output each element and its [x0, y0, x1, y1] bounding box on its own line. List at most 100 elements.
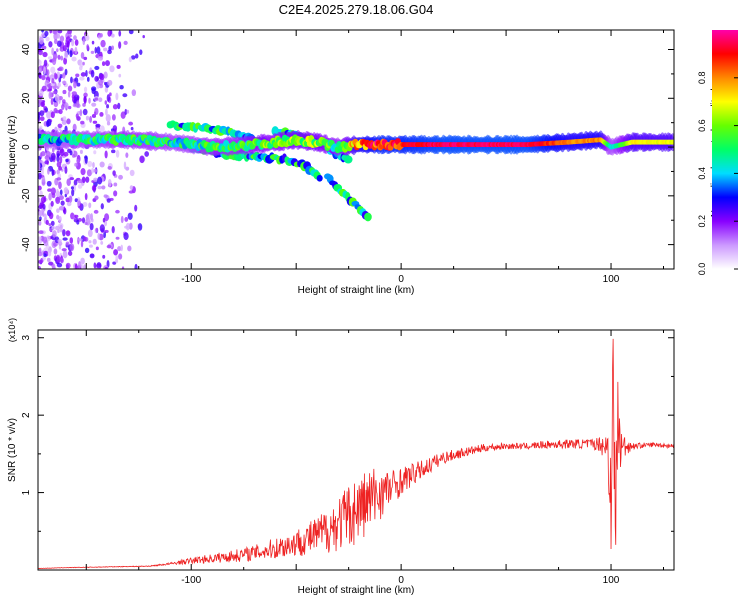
- speckle-mark: [52, 30, 57, 35]
- speckle-mark: [39, 116, 45, 122]
- speckle-mark: [84, 156, 88, 164]
- speckle-mark: [118, 73, 122, 78]
- speckle-mark: [123, 40, 128, 46]
- speckle-mark: [100, 203, 104, 210]
- speckle-mark: [48, 91, 52, 100]
- speckle-mark: [58, 241, 63, 246]
- speckle-mark: [93, 150, 97, 155]
- speckle-mark: [92, 162, 95, 169]
- speckle-mark: [106, 121, 111, 126]
- speckle-mark: [58, 95, 63, 101]
- branch-mark: [343, 155, 353, 164]
- speckle-mark: [50, 97, 54, 106]
- colorbar-gradient: [712, 30, 738, 269]
- speckle-mark: [125, 152, 129, 158]
- speckle-mark: [139, 49, 143, 55]
- speckle-mark: [50, 220, 55, 227]
- speckle-mark: [38, 90, 44, 97]
- speckle-mark: [128, 190, 134, 194]
- speckle-mark: [85, 115, 90, 121]
- speckle-mark: [111, 45, 115, 51]
- speckle-mark: [72, 154, 76, 158]
- speckle-mark: [84, 221, 88, 225]
- speckle-mark: [86, 44, 89, 50]
- speckle-mark: [53, 38, 58, 45]
- speckle-mark: [54, 225, 60, 231]
- speckle-mark: [99, 125, 105, 134]
- speckle-mark: [58, 206, 65, 211]
- speckle-mark: [78, 261, 81, 269]
- speckle-mark: [95, 246, 99, 251]
- speckle-mark: [46, 257, 51, 263]
- speckle-mark: [107, 178, 112, 187]
- speckle-mark: [111, 33, 115, 38]
- speckle-mark: [130, 126, 134, 131]
- speckle-mark: [62, 229, 66, 237]
- speckle-mark: [71, 56, 77, 62]
- speckle-mark: [79, 149, 83, 154]
- speckle-mark: [48, 223, 52, 227]
- speckle-mark: [120, 111, 126, 119]
- speckle-mark: [47, 188, 52, 192]
- speckle-mark: [104, 150, 108, 159]
- colorbar: 0.0 0.2 0.4 0.6 0.8: [697, 30, 738, 275]
- speckle-mark: [58, 181, 62, 190]
- speckle-mark: [80, 257, 85, 265]
- speckle-mark: [61, 104, 65, 110]
- speckle-mark: [83, 86, 88, 93]
- speckle-mark: [61, 119, 67, 125]
- speckle-mark: [75, 113, 79, 119]
- speckle-mark: [66, 178, 71, 186]
- speckle-mark: [45, 36, 50, 42]
- speckle-mark: [118, 253, 123, 260]
- speckle-mark: [65, 230, 71, 237]
- speckle-mark: [97, 176, 103, 185]
- speckle-mark: [46, 180, 52, 187]
- speckle-mark: [43, 66, 46, 75]
- speckle-mark: [82, 201, 88, 208]
- speckle-mark: [73, 179, 78, 186]
- speckle-mark: [90, 213, 93, 221]
- speckle-mark: [71, 39, 75, 47]
- speckle-mark: [92, 120, 98, 124]
- speckle-mark: [51, 78, 55, 85]
- speckle-mark: [128, 121, 134, 126]
- speckle-mark: [38, 266, 42, 269]
- bottom-x-axis-label: Height of straight line (km): [298, 585, 415, 596]
- speckle-mark: [38, 125, 43, 131]
- speckle-mark: [119, 84, 124, 90]
- speckle-mark: [98, 97, 103, 103]
- speckle-mark: [69, 177, 75, 181]
- speckle-mark: [51, 147, 55, 153]
- speckle-mark: [38, 236, 42, 240]
- speckle-mark: [131, 89, 137, 97]
- speckle-mark: [83, 96, 87, 104]
- speckle-mark: [63, 151, 69, 157]
- speckle-mark: [111, 114, 116, 121]
- speckle-mark: [63, 207, 67, 215]
- speckle-mark: [67, 90, 71, 98]
- speckle-mark: [62, 99, 66, 104]
- speckle-mark: [97, 56, 103, 61]
- speckle-mark: [61, 248, 67, 252]
- speckle-mark: [115, 92, 119, 101]
- speckle-mark: [47, 167, 50, 175]
- speckle-mark: [111, 149, 116, 154]
- speckle-mark: [74, 214, 79, 218]
- speckle-mark: [144, 151, 150, 157]
- speckle-mark: [89, 253, 95, 259]
- speckle-mark: [45, 219, 49, 226]
- speckle-mark: [120, 244, 124, 252]
- speckle-mark: [73, 81, 77, 89]
- speckle-mark: [64, 166, 68, 174]
- speckle-mark: [65, 197, 71, 203]
- speckle-mark: [127, 212, 133, 220]
- speckle-mark: [118, 41, 122, 49]
- speckle-mark: [91, 184, 97, 192]
- speckle-mark: [64, 102, 69, 109]
- speckle-mark: [59, 155, 63, 164]
- speckle-mark: [92, 238, 97, 245]
- speckle-mark: [46, 69, 50, 77]
- bottom-x-tick-label: -100: [181, 575, 201, 586]
